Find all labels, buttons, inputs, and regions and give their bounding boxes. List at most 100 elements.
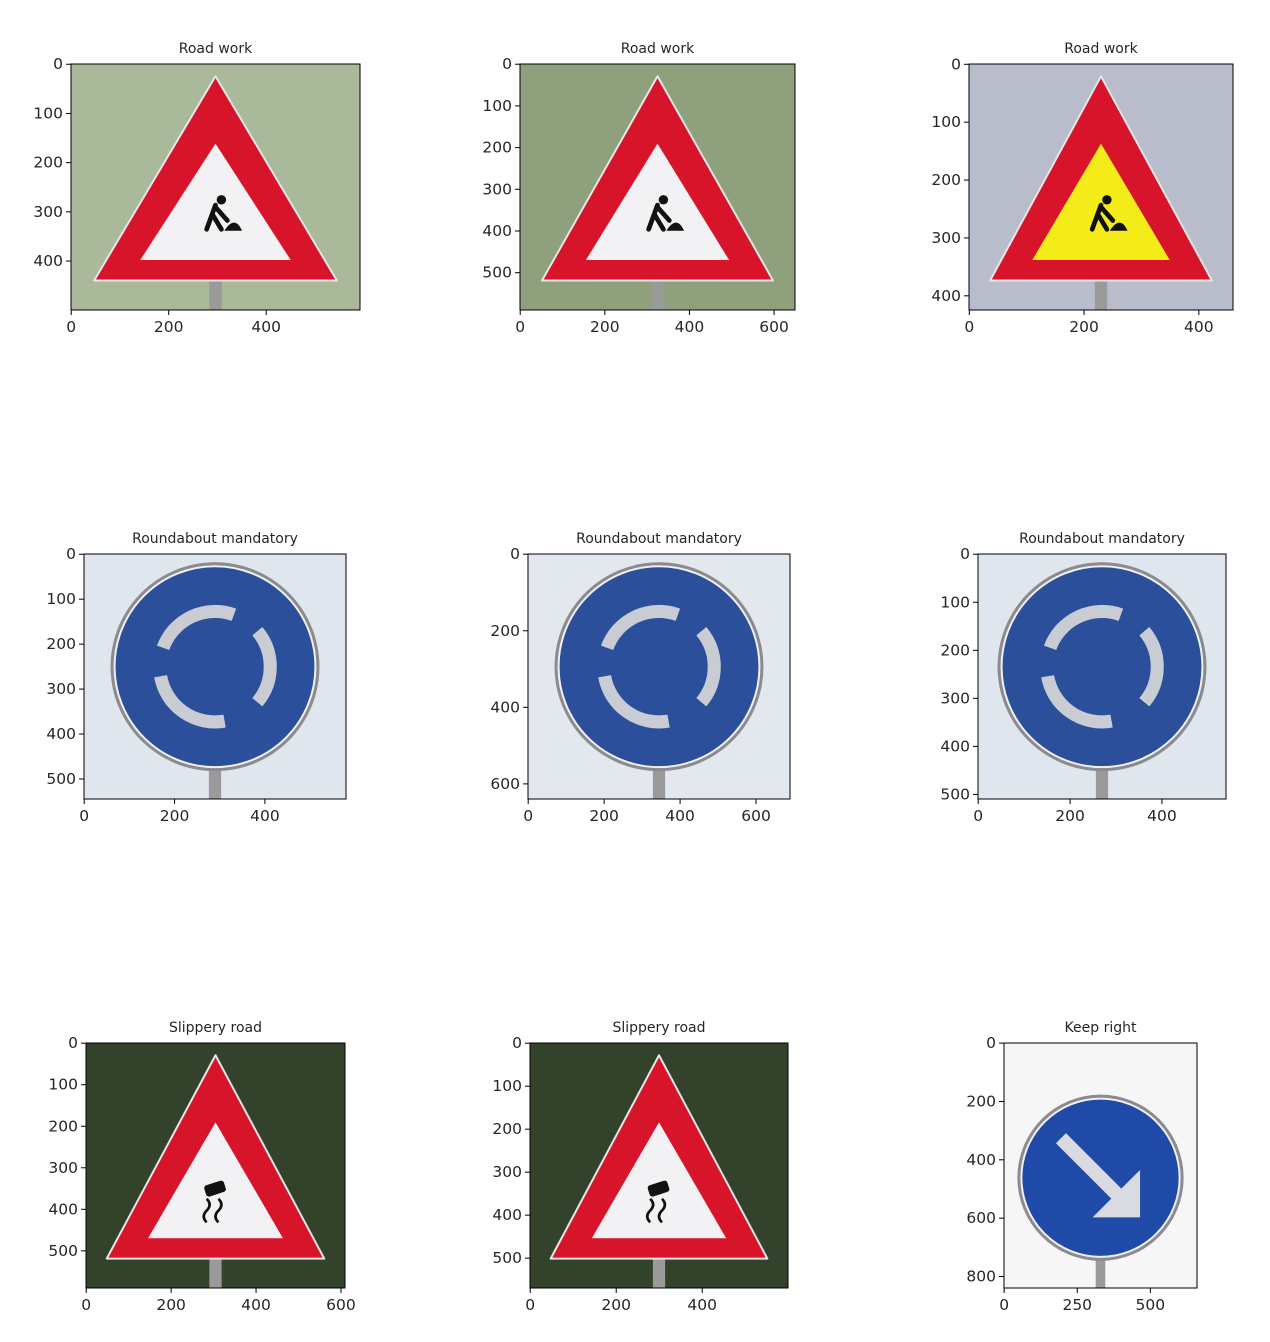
x-tick-label: 400 (687, 1296, 717, 1314)
dirt-pile-icon (1109, 222, 1128, 231)
image-panel (86, 1043, 345, 1288)
subplot-9: Keep right 0 250 500 0 200 400 600 800 (966, 1020, 1198, 1314)
y-tick-label: 400 (931, 287, 961, 305)
sign-face (1000, 565, 1204, 769)
subplot-4: Roundabout mandatory 0 200 400 0 100 200 300 400… (46, 531, 347, 825)
roundabout-arrow-icon (1041, 674, 1113, 729)
y-tick-label: 200 (46, 635, 76, 653)
y-tick-label: 100 (492, 1077, 522, 1095)
x-tick-label: 500 (1136, 1296, 1166, 1314)
y-tick-label: 400 (48, 1200, 78, 1218)
car-icon (204, 1180, 226, 1197)
subplot-title: Roundabout mandatory (1019, 531, 1185, 547)
image-panel (530, 1043, 788, 1288)
car-icon (647, 1180, 670, 1197)
y-tick-label: 0 (66, 545, 76, 563)
roundabout-arrow-icon (154, 674, 226, 729)
x-tick-label: 0 (515, 318, 525, 336)
y-tick-label: 300 (48, 1159, 78, 1177)
y-tick-label: 200 (48, 1117, 78, 1135)
sign-face (140, 143, 291, 261)
image-panel (528, 554, 790, 799)
y-tick-label: 200 (931, 171, 961, 189)
axes-frame (527, 553, 791, 800)
x-tick-label: 400 (1147, 807, 1177, 825)
y-tick-label: 300 (482, 180, 512, 198)
subplot-6: Roundabout mandatory 0 200 400 0 100 200 300 400… (940, 531, 1227, 825)
x-tick-label: 0 (523, 807, 533, 825)
y-tick-label: 100 (33, 104, 63, 122)
y-tick-label: 200 (490, 622, 520, 640)
subplot-title: Roundabout mandatory (132, 531, 298, 547)
axes-frame (83, 553, 347, 800)
y-tick-label: 100 (46, 590, 76, 608)
y-tick-label: 400 (966, 1151, 996, 1169)
y-tick-label: 100 (931, 113, 961, 131)
x-tick-label: 400 (1184, 318, 1214, 336)
x-tick-label: 200 (601, 1296, 631, 1314)
y-tick-label: 0 (68, 1034, 78, 1052)
y-tick-label: 0 (53, 55, 63, 73)
y-tick-label: 0 (960, 545, 970, 563)
y-tick-label: 0 (502, 55, 512, 73)
x-tick-label: 400 (675, 318, 705, 336)
y-tick-label: 800 (966, 1267, 996, 1285)
subplot-2: Road work 0 200 400 600 0 100 200 300 400 500 (482, 41, 796, 336)
y-tick-label: 300 (940, 689, 970, 707)
sign-face (557, 565, 761, 769)
subplot-1: Road work 0 200 400 0 100 200 300 400 (33, 41, 361, 336)
sign-face (1032, 143, 1170, 261)
keep-right-arrow-icon (1055, 1133, 1130, 1207)
subplot-title: Road work (621, 41, 695, 57)
x-tick-label: 200 (1055, 807, 1085, 825)
sign-face (591, 1122, 727, 1239)
x-tick-label: 200 (154, 318, 184, 336)
subplot-title: Slippery road (169, 1020, 262, 1036)
roundabout-arrow-icon (1139, 626, 1164, 707)
roundabout-arrow-icon (156, 604, 237, 651)
y-tick-label: 400 (33, 252, 63, 270)
y-tick-label: 300 (931, 229, 961, 247)
y-tick-label: 300 (46, 680, 76, 698)
image-panel (520, 64, 795, 310)
worker-body (204, 202, 230, 232)
axes-frame (1003, 1042, 1198, 1289)
y-tick-label: 500 (492, 1249, 522, 1267)
y-tick-label: 0 (512, 1034, 522, 1052)
image-panel (969, 64, 1233, 310)
subplot-title: Roundabout mandatory (576, 531, 742, 547)
sign-face (585, 143, 730, 261)
y-tick-label: 0 (986, 1034, 996, 1052)
y-tick-label: 200 (940, 641, 970, 659)
subplot-title: Slippery road (612, 1020, 705, 1036)
image-panel (978, 554, 1226, 799)
y-tick-label: 0 (510, 545, 520, 563)
x-tick-label: 0 (79, 807, 89, 825)
y-tick-label: 500 (482, 264, 512, 282)
x-tick-label: 400 (250, 807, 280, 825)
roundabout-arrow-icon (696, 626, 721, 707)
x-tick-label: 0 (525, 1296, 535, 1314)
roundabout-arrow-icon (598, 674, 670, 729)
y-tick-label: 300 (33, 203, 63, 221)
axes-frame (519, 63, 796, 311)
y-tick-label: 300 (492, 1163, 522, 1181)
roundabout-arrow-icon (600, 604, 681, 651)
y-tick-label: 600 (966, 1209, 996, 1227)
y-tick-label: 100 (482, 97, 512, 115)
axes-frame (977, 553, 1227, 800)
x-tick-label: 200 (1069, 318, 1099, 336)
x-tick-label: 0 (999, 1296, 1009, 1314)
axes-frame (70, 63, 361, 311)
sign-face (148, 1122, 283, 1239)
roundabout-arrow-icon (252, 626, 277, 707)
y-tick-label: 500 (940, 785, 970, 803)
worker-body (646, 202, 672, 232)
worker-body (1089, 202, 1116, 232)
roundabout-arrow-icon (1043, 604, 1124, 651)
subplot-8: Slippery road 0 200 400 0 100 200 300 400 500 (492, 1020, 789, 1314)
arrow-head-icon (1092, 1169, 1141, 1218)
